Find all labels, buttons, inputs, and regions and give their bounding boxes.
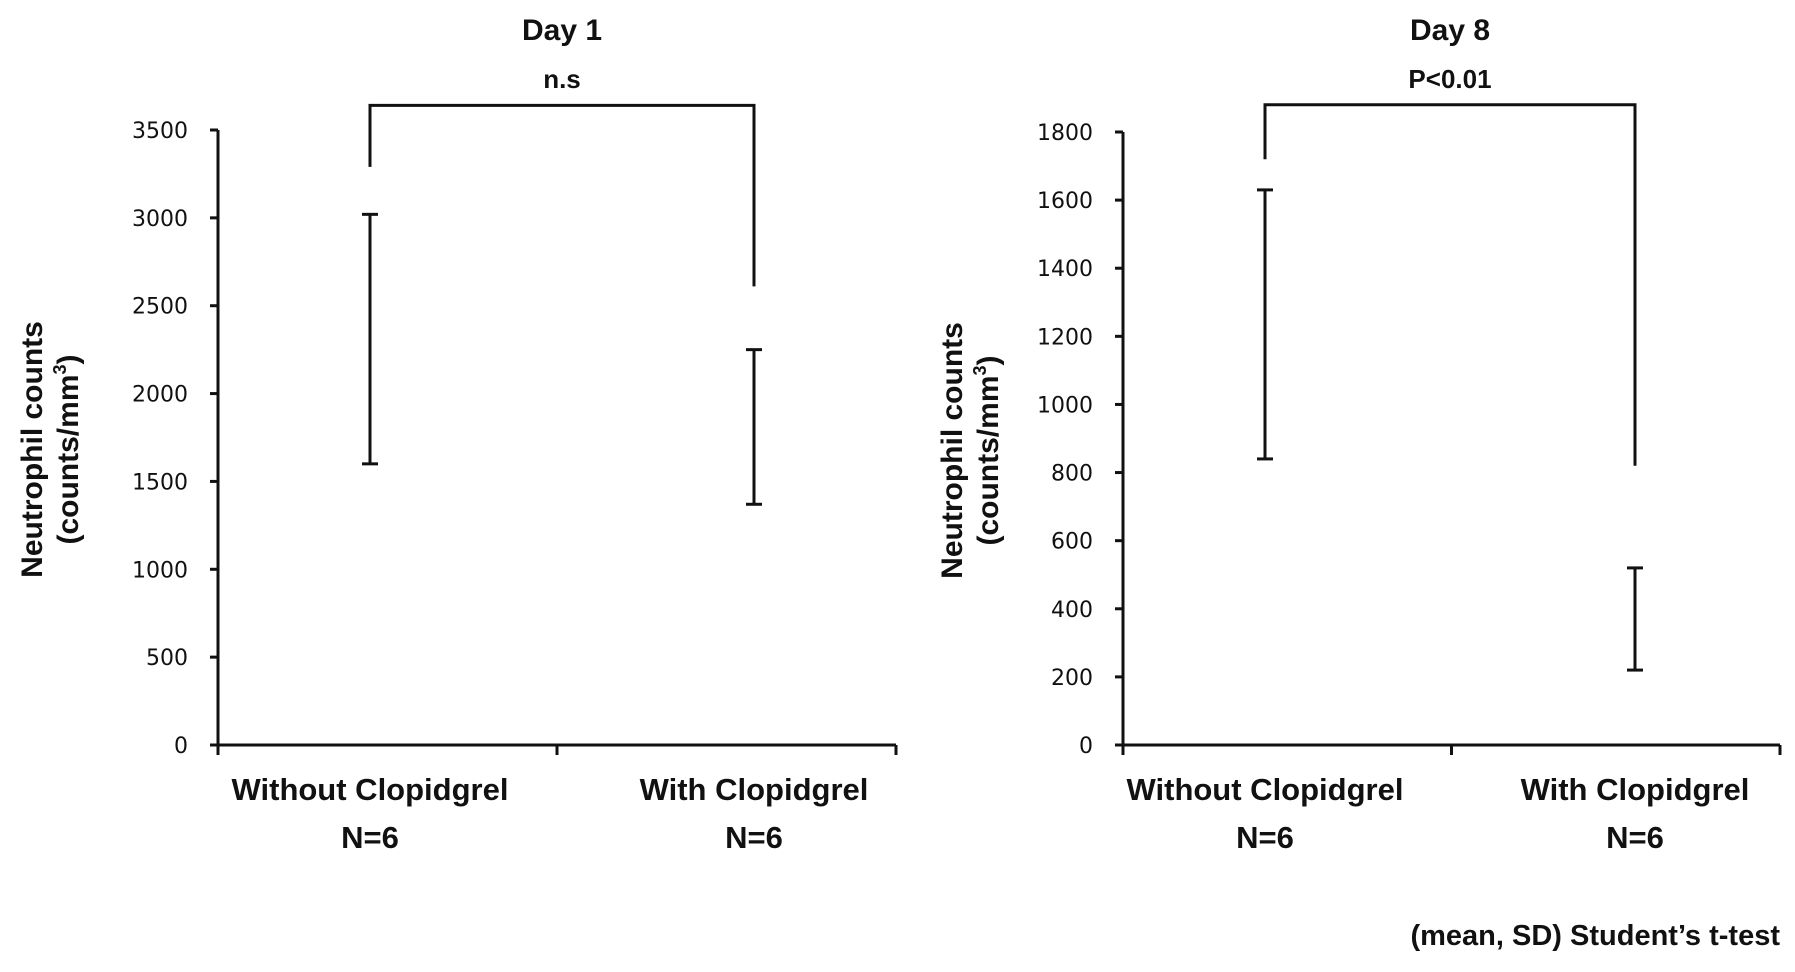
significance-bracket [1263, 103, 1637, 466]
category-n-label: N=6 [725, 820, 783, 855]
y-tick-label: 1500 [132, 470, 188, 495]
y-tick-label: 3000 [132, 207, 188, 232]
y-axis-label-superscript: 3 [970, 365, 990, 375]
chart-title: Day 8 [1410, 14, 1490, 47]
y-axis-label: Neutrophil counts (counts/mm3) [16, 321, 85, 578]
y-axis-label-close: ) [52, 354, 85, 364]
y-axis-label-unit: (counts/mm [52, 375, 85, 545]
y-axis-label-line1: Neutrophil counts [936, 322, 969, 579]
significance-label: n.s [543, 64, 581, 94]
y-tick-label: 3500 [132, 119, 188, 144]
y-axis-label-unit: (counts/mm [972, 376, 1005, 546]
category-label: With Clopidgrel [1521, 772, 1750, 807]
y-tick-label: 500 [146, 646, 188, 671]
significance-label: P<0.01 [1408, 64, 1491, 94]
category-n-label: N=6 [341, 820, 399, 855]
category-label: Without Clopidgrel [1127, 772, 1404, 807]
y-tick-label: 1800 [1037, 121, 1093, 146]
y-tick-label: 0 [1079, 734, 1093, 759]
y-tick-label: 2000 [132, 383, 188, 408]
significance-bracket [368, 103, 756, 287]
chart-day-8: 0 200 400 600 800 1000 1200 1400 1600 1800 Without… [936, 14, 1782, 855]
y-axis-label-line2: (counts/mm3) [970, 355, 1005, 545]
y-tick-label: 2500 [132, 295, 188, 320]
y-tick-label: 1000 [1037, 393, 1093, 418]
y-tick-label: 600 [1051, 530, 1093, 555]
chart-title: Day 1 [522, 14, 602, 47]
y-tick-label: 200 [1051, 666, 1093, 691]
y-tick-label: 0 [174, 734, 188, 759]
y-tick-label: 800 [1051, 462, 1093, 487]
y-axis-label-line1: Neutrophil counts [16, 321, 49, 578]
y-tick-label: 400 [1051, 598, 1093, 623]
y-axis-label-line2: (counts/mm3) [50, 354, 85, 544]
y-axis-label-superscript: 3 [50, 364, 70, 374]
chart-day-1: 0 500 1000 1500 2000 2500 3000 3500 Without Clop… [16, 14, 898, 855]
category-label: With Clopidgrel [640, 772, 869, 807]
category-n-label: N=6 [1236, 820, 1294, 855]
y-axis-label: Neutrophil counts (counts/mm3) [936, 322, 1005, 579]
footnote: (mean, SD) Student’s t-test [1410, 920, 1780, 952]
category-n-label: N=6 [1606, 820, 1664, 855]
y-axis-label-close: ) [972, 355, 1005, 365]
y-tick-label: 1600 [1037, 189, 1093, 214]
y-tick-label: 1400 [1037, 257, 1093, 282]
category-label: Without Clopidgrel [232, 772, 509, 807]
y-tick-label: 1200 [1037, 325, 1093, 350]
y-tick-label: 1000 [132, 558, 188, 583]
